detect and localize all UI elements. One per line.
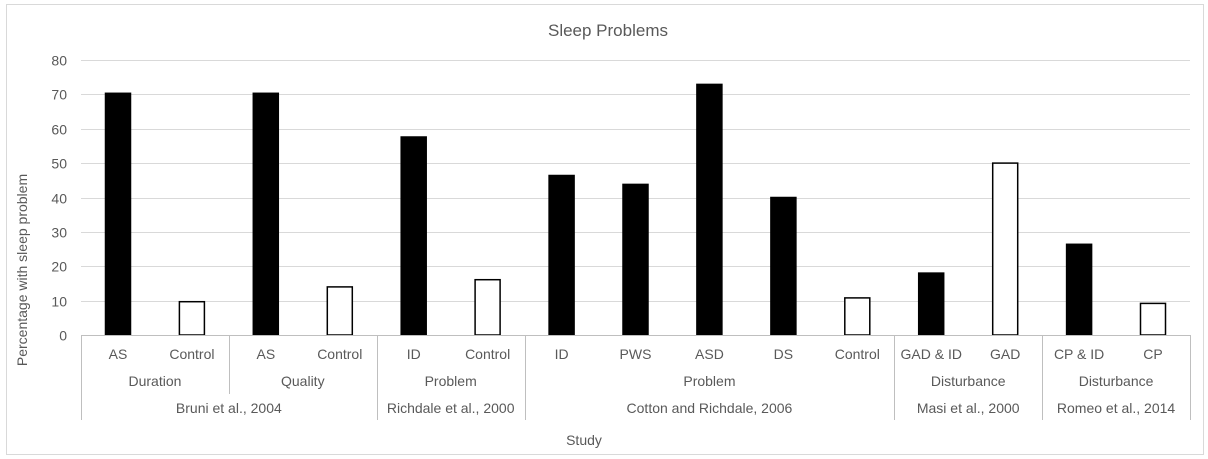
control-bar [1139,302,1167,336]
bars [104,83,1167,336]
y-axis-title: Percentage with sleep problem [14,174,30,366]
category-label: Control [169,346,214,362]
measure-label: Disturbance [931,373,1006,389]
category-label: Control [835,346,880,362]
control-bar [178,300,206,336]
bar [917,272,945,336]
measure-label: Quality [281,373,325,389]
category-label: AS [109,346,128,362]
category-label: ASD [695,346,724,362]
control-bar [844,297,871,336]
bar [548,174,575,336]
y-axis-ticks: 0 10 20 30 40 50 60 70 80 [51,53,67,344]
y-tick-label: 70 [51,87,67,103]
bar [400,136,427,336]
y-tick-label: 80 [51,53,67,69]
category-label: PWS [620,346,652,362]
chart-frame [6,4,1204,455]
bar [104,92,132,336]
category-label: Control [465,346,510,362]
category-label: CP [1143,346,1162,362]
y-tick-label: 60 [51,122,67,138]
study-label: Masi et al., 2000 [917,400,1020,416]
control-bar [474,278,501,336]
category-label: GAD [990,346,1020,362]
category-label: ID [407,346,421,362]
y-tick-label: 0 [59,328,67,344]
control-bar [991,162,1019,336]
y-tick-label: 20 [51,259,67,275]
measure-label: Disturbance [1079,373,1154,389]
y-tick-label: 30 [51,225,67,241]
y-tick-label: 50 [51,156,67,172]
study-label: Romeo et al., 2014 [1057,400,1176,416]
chart-title: Sleep Problems [548,21,668,40]
bar [696,83,723,336]
category-label: CP & ID [1054,346,1104,362]
measure-label: Problem [425,373,477,389]
study-label: Cotton and Richdale, 2006 [627,400,793,416]
bar [252,92,280,336]
y-tick-label: 10 [51,294,67,310]
category-label: DS [774,346,793,362]
category-label: GAD & ID [900,346,961,362]
category-label: Control [317,346,362,362]
category-label: ID [555,346,569,362]
control-bar [326,286,354,336]
measure-label: Problem [683,373,735,389]
bar [622,183,649,336]
measure-label: Duration [128,373,181,389]
study-label: Bruni et al., 2004 [176,400,282,416]
study-label: Richdale et al., 2000 [387,400,515,416]
y-tick-label: 40 [51,191,67,207]
bar [1065,243,1093,336]
category-label: AS [256,346,275,362]
x-axis-title: Study [566,432,602,448]
category-axis: AS Control AS Control ID Control ID PWS ASD DS Con… [81,335,1191,420]
bar [770,196,797,336]
